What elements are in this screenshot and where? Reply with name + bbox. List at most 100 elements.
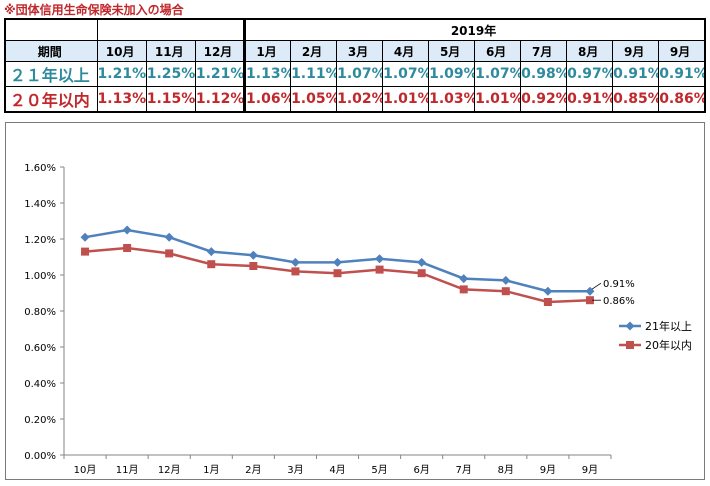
legend-label: 21年以上 <box>645 319 692 333</box>
table-cell: 0.91% <box>612 61 660 87</box>
y-tick-label: 0.00% <box>24 451 56 462</box>
table-cell: 0.97% <box>566 61 614 87</box>
table-header-cell: 6月 <box>474 40 522 62</box>
annotation-label: 0.91% <box>603 279 635 290</box>
table-cell: 0.91% <box>566 86 614 113</box>
series-point-2 <box>81 247 90 256</box>
x-tick-label: 9月 <box>540 464 556 476</box>
legend-swatch-marker <box>625 321 635 331</box>
note-label: ※団体信用生命保険未加入の場合 <box>4 3 184 17</box>
series-point-2 <box>375 265 384 274</box>
table-header-cell: 9月 <box>658 40 707 62</box>
rate-table: 2019年 期間 10月 11月 12月 1月 2月 3月 4月 5月 6月 7… <box>3 18 707 113</box>
y-tick-label: 1.20% <box>24 235 56 246</box>
x-tick-label: 7月 <box>456 464 472 476</box>
table-cell: 1.01% <box>382 86 430 113</box>
table-header-cell: 11月 <box>145 40 196 62</box>
table-year-blank <box>96 18 246 41</box>
annotation-leader <box>591 282 602 290</box>
table-cell: 1.21% <box>96 61 147 87</box>
x-tick-label: 12月 <box>158 464 181 476</box>
table-cell: 1.07% <box>474 61 522 87</box>
series-point-2 <box>585 296 594 305</box>
chart-area: 0.00% 0.20% 0.40% 0.60% 0.80% 1.00% 1.20% 1.40%… <box>5 122 705 480</box>
x-tick-label: 9月 <box>582 464 598 476</box>
table-cell: 0.98% <box>520 61 568 87</box>
table-header-cell: 7月 <box>520 40 568 62</box>
series-point-1 <box>501 275 511 285</box>
series-point-2 <box>333 269 342 278</box>
table-header-cell: 4月 <box>382 40 430 62</box>
line-chart: 0.00% 0.20% 0.40% 0.60% 0.80% 1.00% 1.20% 1.40%… <box>24 163 692 476</box>
table-cell: 1.12% <box>194 86 246 113</box>
table-year-label: 2019年 <box>243 18 707 41</box>
series-point-1 <box>333 257 342 267</box>
series-point-2 <box>207 260 216 269</box>
x-tick-label: 6月 <box>413 464 429 476</box>
series-point-1 <box>248 250 258 260</box>
table-header-cell: 1月 <box>243 40 292 62</box>
series-point-1 <box>459 274 469 284</box>
y-tick-label: 1.60% <box>24 163 56 174</box>
table-cell: 1.11% <box>290 61 338 87</box>
table-cell: 0.91% <box>658 61 707 87</box>
table-header-cell: 8月 <box>566 40 614 62</box>
series-point-2 <box>501 287 510 296</box>
table-corner <box>3 18 98 41</box>
y-tick-label: 0.20% <box>24 415 56 426</box>
x-tick-label: 5月 <box>371 464 387 476</box>
table-header-cell: 12月 <box>194 40 246 62</box>
series-point-1 <box>375 254 385 264</box>
period-label: 期間 <box>3 40 98 62</box>
row-label: ２１年以上 <box>3 61 98 87</box>
table-header-cell: 2月 <box>290 40 338 62</box>
x-tick-label: 4月 <box>329 464 345 476</box>
series-point-1 <box>290 257 300 267</box>
series-point-1 <box>164 232 174 242</box>
series-point-1 <box>80 232 90 242</box>
table-cell: 1.13% <box>96 86 147 113</box>
table-cell: 1.06% <box>243 86 292 113</box>
table-cell: 1.25% <box>145 61 196 87</box>
series-point-1 <box>417 257 427 267</box>
legend-label: 20年以内 <box>645 338 692 352</box>
table-cell: 1.07% <box>336 61 384 87</box>
series-point-1 <box>122 225 132 235</box>
series-point-2 <box>543 298 552 306</box>
y-tick-label: 1.40% <box>24 199 56 210</box>
table-cell: 0.85% <box>612 86 660 113</box>
table-header-cell: 3月 <box>336 40 384 62</box>
table-cell: 1.05% <box>290 86 338 113</box>
annotation-label: 0.86% <box>603 296 635 307</box>
table-cell: 1.03% <box>428 86 476 113</box>
table-header-cell: 5月 <box>428 40 476 62</box>
series-point-2 <box>291 267 300 276</box>
series-point-2 <box>459 285 468 294</box>
table-cell: 0.92% <box>520 86 568 113</box>
table-cell: 1.07% <box>382 61 430 87</box>
x-tick-label: 2月 <box>245 464 261 476</box>
row-label: ２０年以内 <box>3 86 98 113</box>
table-row: ２１年以上 1.21% 1.25% 1.21% 1.13% 1.11% 1.07… <box>3 61 707 87</box>
y-tick-label: 1.00% <box>24 271 56 282</box>
table-cell: 1.02% <box>336 86 384 113</box>
series-point-2 <box>417 269 426 278</box>
table-cell: 0.86% <box>658 86 707 113</box>
table-cell: 1.01% <box>474 86 522 113</box>
x-tick-label: 1月 <box>203 464 219 476</box>
x-tick-label: 10月 <box>74 464 97 476</box>
table-header-cell: 10月 <box>96 40 147 62</box>
table-header-row: 期間 10月 11月 12月 1月 2月 3月 4月 5月 6月 7月 8月 9… <box>3 40 707 62</box>
series-point-1 <box>206 247 216 257</box>
y-tick-label: 0.40% <box>24 379 56 390</box>
table-cell: 1.21% <box>194 61 246 87</box>
table-row: ２０年以内 1.13% 1.15% 1.12% 1.06% 1.05% 1.02… <box>3 86 707 113</box>
x-tick-label: 8月 <box>498 464 514 476</box>
y-tick-label: 0.60% <box>24 343 56 354</box>
series-point-2 <box>165 249 174 258</box>
y-tick-label: 0.80% <box>24 307 56 318</box>
table-cell: 1.15% <box>145 86 196 113</box>
series-point-1 <box>543 286 553 296</box>
x-tick-label: 11月 <box>116 464 139 476</box>
series-point-2 <box>249 262 258 270</box>
